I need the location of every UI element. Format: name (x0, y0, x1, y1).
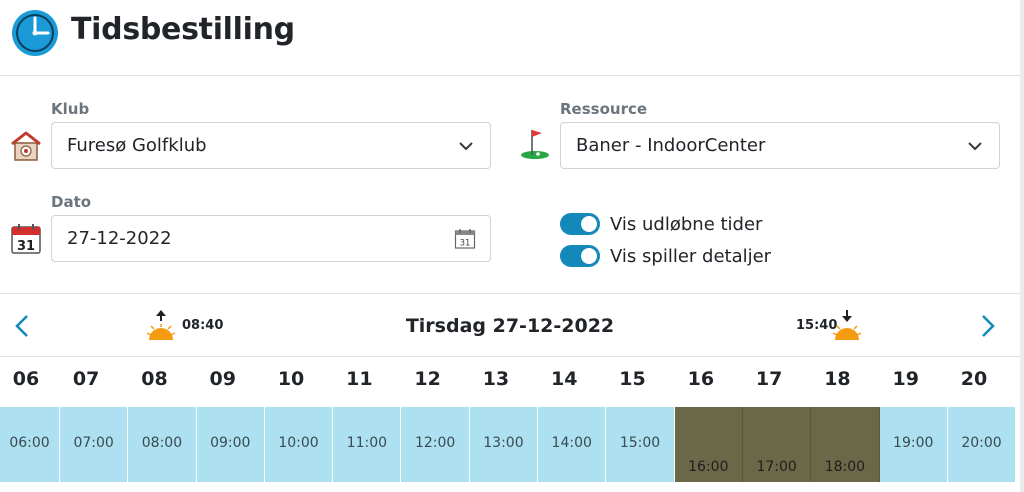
slot-time: 19:00 (893, 435, 934, 451)
resource-label: Ressource (560, 100, 648, 118)
hour-label: 20 (960, 368, 988, 390)
slot-time: 15:00 (619, 435, 661, 451)
slot-time: 13:00 (483, 435, 524, 451)
clock-icon (12, 10, 58, 56)
time-slot[interactable]: 10:00 (264, 407, 334, 482)
resource-select-value: Baner - IndoorCenter (576, 135, 766, 156)
page-title: Tidsbestilling (71, 12, 295, 47)
toggle-knob (581, 248, 597, 264)
hour-label: 09 (209, 368, 236, 390)
hour-label: 17 (755, 368, 783, 390)
selected-day-heading: Tirsdag 27-12-2022 (405, 315, 615, 337)
page-header: Tidsbestilling (0, 0, 1020, 76)
date-input[interactable]: 27-12-2022 31 (51, 215, 491, 262)
time-slot[interactable]: 08:00 (128, 407, 197, 482)
club-label: Klub (51, 100, 90, 118)
chevron-down-icon (968, 142, 982, 151)
slot-time: 10:00 (278, 435, 319, 451)
hour-label: 15 (619, 368, 646, 390)
sunset-icon (832, 310, 862, 340)
golf-flag-icon (521, 130, 549, 159)
toggle-show-expired[interactable] (560, 213, 600, 235)
scrollbar-track[interactable] (1020, 0, 1024, 492)
club-select-value: Furesø Golfklub (67, 135, 207, 156)
calendar-icon: 31 (11, 224, 41, 254)
time-slot[interactable]: 20:00 (947, 407, 1017, 482)
hour-label: 14 (551, 368, 578, 390)
sunrise-icon (146, 310, 176, 340)
time-slot-row: 06:00 07:00 08:00 09:00 10:00 11:00 12:0… (0, 407, 1020, 482)
club-select[interactable]: Furesø Golfklub (51, 122, 491, 169)
slot-time: 09:00 (210, 435, 251, 451)
slot-time: 20:00 (961, 435, 1002, 451)
chevron-left-icon[interactable] (10, 312, 34, 340)
hour-label: 18 (824, 368, 851, 390)
hour-label: 12 (414, 368, 441, 390)
time-slot[interactable]: 14:00 (538, 407, 607, 482)
hour-label: 07 (72, 368, 100, 390)
time-slot[interactable]: 11:00 (333, 407, 402, 482)
time-slot[interactable]: 13:00 (469, 407, 539, 482)
toggle-show-player-details-label: Vis spiller detaljer (610, 245, 772, 267)
calendar-day-number: 31 (17, 239, 35, 254)
date-input-value: 27-12-2022 (67, 228, 172, 249)
chevron-right-icon[interactable] (976, 312, 1000, 340)
hour-label: 08 (141, 368, 168, 390)
toggle-show-expired-row[interactable]: Vis udløbne tider (560, 212, 762, 236)
slot-time: 18:00 (824, 459, 866, 475)
toggle-show-player-details-row[interactable]: Vis spiller detaljer (560, 244, 771, 268)
toggle-show-player-details[interactable] (560, 245, 600, 267)
time-slot-booked[interactable]: 18:00 (811, 407, 880, 482)
hour-label: 13 (482, 368, 510, 390)
clubhouse-icon (11, 131, 41, 161)
time-slot[interactable]: 15:00 (606, 407, 675, 482)
slot-time: 08:00 (141, 435, 183, 451)
slot-time: 16:00 (688, 459, 729, 475)
hour-header-row: 06 07 08 09 10 11 12 13 14 15 16 17 18 1… (0, 368, 1020, 398)
slot-time: 17:00 (756, 459, 797, 475)
slot-time: 12:00 (414, 435, 456, 451)
time-slot[interactable]: 06:00 (0, 407, 60, 482)
toggle-knob (581, 216, 597, 232)
time-slot[interactable]: 12:00 (401, 407, 470, 482)
toggle-show-expired-label: Vis udløbne tider (610, 213, 763, 235)
resource-select[interactable]: Baner - IndoorCenter (560, 122, 1000, 169)
slot-time: 06:00 (9, 435, 50, 451)
day-navigation: 08:40 Tirsdag 27-12-2022 15:40 (0, 293, 1020, 357)
slot-time: 14:00 (551, 435, 592, 451)
slot-time: 11:00 (346, 435, 388, 451)
time-slot-booked[interactable]: 16:00 (674, 407, 743, 482)
time-slot[interactable]: 09:00 (196, 407, 265, 482)
hour-label: 06 (12, 368, 40, 390)
hour-label: 19 (892, 368, 919, 390)
hour-label: 16 (687, 368, 715, 390)
slot-time: 07:00 (73, 435, 114, 451)
sunrise-time: 08:40 (182, 318, 224, 333)
time-slot-booked[interactable]: 17:00 (742, 407, 812, 482)
calendar-picker-day: 31 (460, 239, 471, 249)
chevron-down-icon (459, 142, 473, 151)
calendar-picker-icon[interactable]: 31 (454, 228, 476, 250)
date-label: Dato (51, 193, 92, 211)
sunset-time: 15:40 (796, 318, 838, 333)
hour-label: 10 (277, 368, 305, 390)
time-slot[interactable]: 19:00 (879, 407, 948, 482)
time-slot[interactable]: 07:00 (60, 407, 129, 482)
hour-label: 11 (346, 368, 373, 390)
